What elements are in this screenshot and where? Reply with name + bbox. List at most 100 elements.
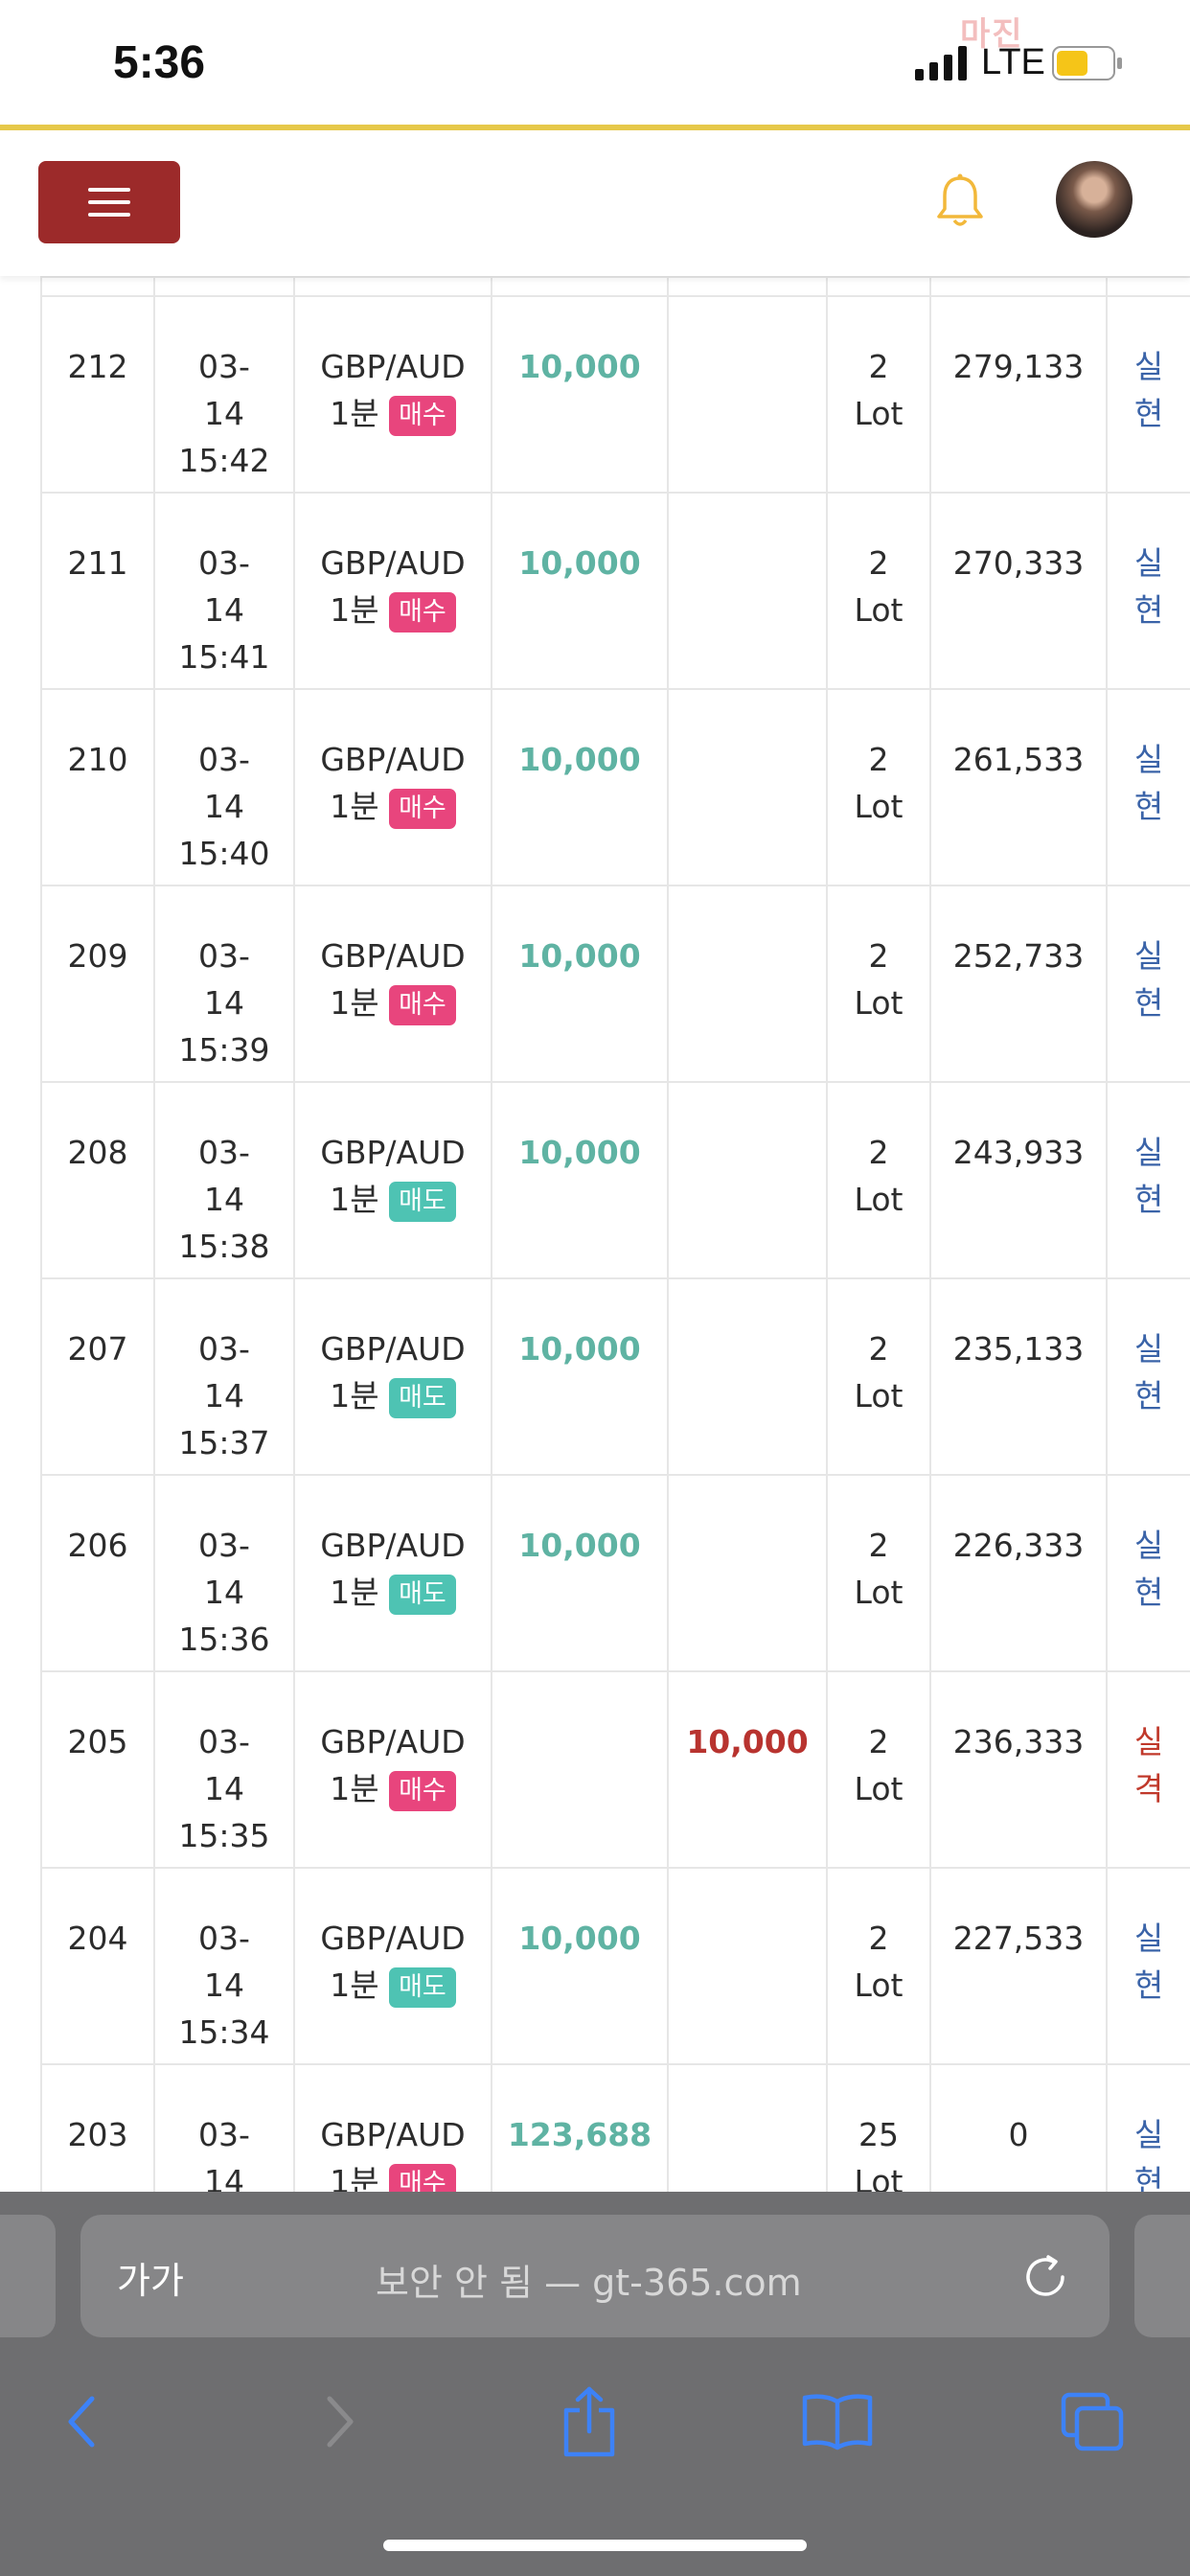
trade-balance: 227,533: [952, 1920, 1085, 1957]
trade-balance-cell: 236,333: [929, 1670, 1108, 1869]
trade-number-cell: 207: [40, 1277, 155, 1476]
trade-number-cell: 204: [40, 1867, 155, 2065]
table-row: 208 03- 14 15:38 GBP/AUD 1분 매도 10,000 2 Lot 243,9…: [40, 1081, 1190, 1279]
trade-period: 1분: [330, 788, 379, 825]
trade-number: 206: [67, 1527, 128, 1564]
trade-day: 14: [204, 1377, 244, 1414]
url-text: 보안 안 됨 — gt-365.com: [376, 2262, 802, 2304]
trade-profit: 10,000: [518, 1134, 641, 1171]
text-size-button[interactable]: 가가: [117, 2260, 184, 2302]
trade-symbol-cell: GBP/AUD 1분 매도: [293, 1474, 492, 1672]
trade-symbol: GBP/AUD: [320, 1920, 466, 1957]
trade-time-cell: 03- 14 15:35: [153, 1670, 295, 1869]
bookmarks-button[interactable]: [799, 2383, 876, 2460]
trade-time-cell: 03- 14 15:36: [153, 1474, 295, 1672]
trade-symbol: GBP/AUD: [320, 1330, 466, 1368]
trade-result-char-1: 실: [1133, 348, 1164, 385]
app-header: [0, 130, 1190, 276]
trade-result-char-1: 실: [1133, 1723, 1164, 1760]
trade-profit-cell: 10,000: [491, 885, 669, 1083]
trade-number-cell: 211: [40, 492, 155, 690]
trade-lot-cell: 2 Lot: [826, 1867, 931, 2065]
trade-lot-cell: 2 Lot: [826, 1670, 931, 1869]
table-row: 211 03- 14 15:41 GBP/AUD 1분 매수 10,000 2 Lot 270,3…: [40, 492, 1190, 690]
address-bar[interactable]: 가가 보안 안 됨 — gt-365.com: [80, 2215, 1110, 2337]
forward-button[interactable]: [301, 2383, 378, 2460]
trade-time-cell: 03- 14 15:40: [153, 688, 295, 886]
trade-profit-cell: 10,000: [491, 295, 669, 494]
trade-symbol-cell: GBP/AUD 1분 매수: [293, 492, 492, 690]
trade-lot-unit: Lot: [854, 1966, 904, 2004]
trade-number-cell: 209: [40, 885, 155, 1083]
trade-balance-cell: 226,333: [929, 1474, 1108, 1672]
back-button[interactable]: [44, 2383, 121, 2460]
home-indicator: [383, 2540, 807, 2551]
trade-result-char-1: 실: [1133, 1134, 1164, 1171]
menu-button[interactable]: [38, 161, 180, 243]
trade-balance-cell: 279,133: [929, 295, 1108, 494]
trade-lot-cell: 2 Lot: [826, 1277, 931, 1476]
trade-time: 15:38: [178, 1228, 270, 1265]
trade-side-badge: 매수: [389, 984, 456, 1025]
trade-number: 210: [67, 741, 128, 778]
trade-date: 03-: [198, 1723, 250, 1760]
previous-tab-preview[interactable]: [0, 2215, 56, 2337]
trade-time: 15:39: [178, 1031, 270, 1069]
tabs-button[interactable]: [1054, 2383, 1131, 2460]
trade-profit: 10,000: [518, 544, 641, 582]
trade-time-cell: 03- 14 15:34: [153, 1867, 295, 2065]
trade-day: 14: [204, 1181, 244, 1218]
trade-number: 211: [67, 544, 128, 582]
trade-period: 1분: [330, 1966, 379, 2004]
chevron-right-icon: [327, 2396, 354, 2448]
trade-result-char-2: 현: [1133, 395, 1164, 432]
battery-icon: [1052, 46, 1122, 80]
status-time: 5:36: [113, 37, 206, 88]
trade-number: 207: [67, 1330, 128, 1368]
trade-lot-qty: 25: [858, 2116, 899, 2153]
trade-lot-unit: Lot: [854, 1770, 904, 1807]
trade-result-char-2: 현: [1133, 788, 1164, 825]
trade-lot-unit: Lot: [854, 1574, 904, 1611]
trade-loss-cell: [667, 1474, 828, 1672]
trade-period: 1분: [330, 1574, 379, 1611]
notification-bell-icon[interactable]: [933, 172, 987, 230]
chevron-left-icon: [68, 2396, 95, 2448]
trade-result-char-2: 현: [1133, 1181, 1164, 1218]
trade-symbol-cell: GBP/AUD 1분 매수: [293, 885, 492, 1083]
trade-lot-cell: 2 Lot: [826, 295, 931, 494]
trade-date: 03-: [198, 348, 250, 385]
trade-balance: 235,133: [952, 1330, 1085, 1368]
trade-symbol: GBP/AUD: [320, 348, 466, 385]
trade-date: 03-: [198, 2116, 250, 2153]
trade-balance-cell: 227,533: [929, 1867, 1108, 2065]
trade-lot-unit: Lot: [854, 984, 904, 1022]
user-avatar[interactable]: [1056, 161, 1133, 238]
table-row-partial: [40, 276, 1190, 297]
reload-icon[interactable]: [1019, 2251, 1071, 2303]
next-tab-preview[interactable]: [1134, 2215, 1190, 2337]
trade-symbol-cell: GBP/AUD 1분 매수: [293, 295, 492, 494]
trade-number: 208: [67, 1134, 128, 1171]
trade-balance: 226,333: [952, 1527, 1085, 1564]
trade-balance-cell: 261,533: [929, 688, 1108, 886]
share-button[interactable]: [551, 2383, 628, 2460]
